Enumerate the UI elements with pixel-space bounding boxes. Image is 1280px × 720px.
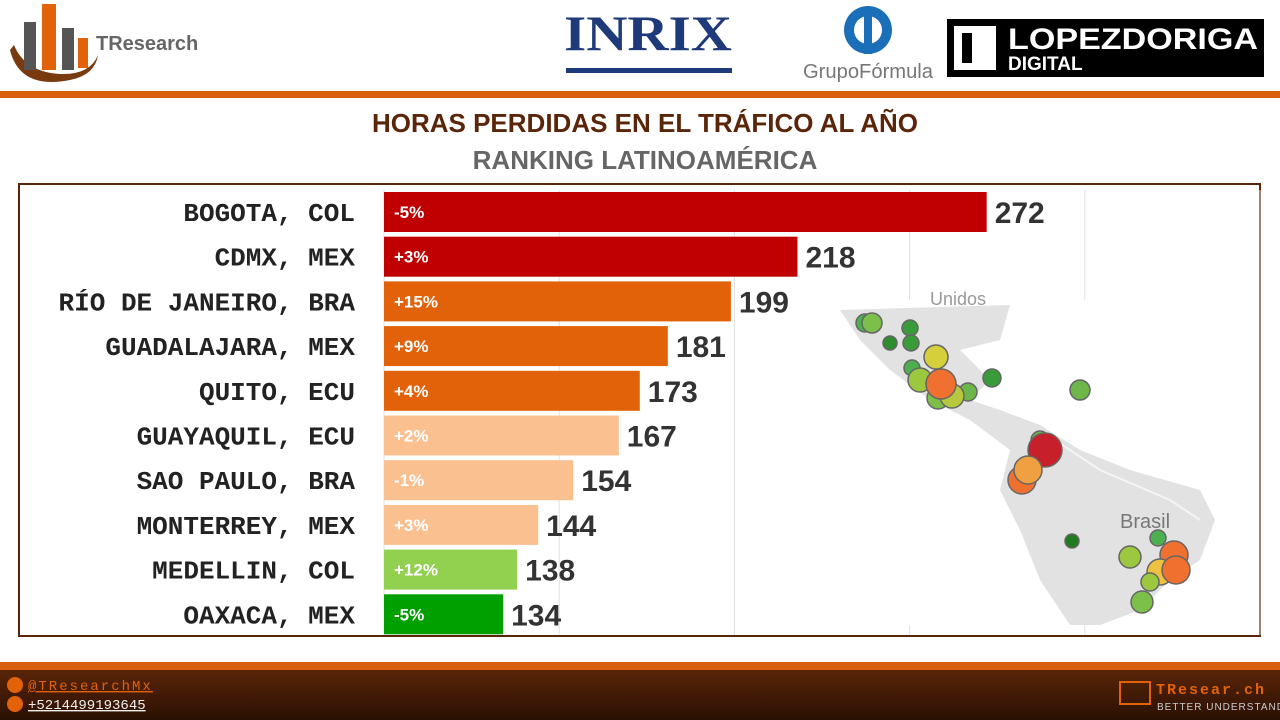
change-label: +9%: [394, 337, 429, 356]
category-label: MONTERREY, MEX: [137, 512, 356, 542]
bar: [384, 594, 504, 635]
chart-subtitle: RANKING LATINOAMÉRICA: [473, 145, 818, 175]
partner-logo: GrupoFórmula: [803, 61, 934, 83]
footer-rule: [0, 662, 1280, 670]
value-label: 199: [739, 286, 789, 319]
category-label: OAXACA, MEX: [183, 601, 355, 631]
value-label: 138: [525, 555, 575, 588]
change-label: -5%: [394, 605, 424, 624]
change-label: -5%: [394, 203, 424, 222]
category-label: MEDELLIN, COL: [152, 557, 355, 587]
phone-icon: [7, 696, 23, 712]
map-label: Unidos: [930, 289, 986, 309]
header-rule: [0, 91, 1280, 98]
value-label: 167: [627, 421, 677, 454]
change-label: +3%: [394, 248, 429, 267]
logo-underline: [566, 68, 732, 73]
chart-title: HORAS PERDIDAS EN EL TRÁFICO AL AÑO: [372, 108, 918, 138]
category-label: SAO PAULO, BRA: [137, 467, 356, 497]
partner-logo: INRIX: [564, 5, 732, 61]
change-label: +3%: [394, 516, 429, 535]
map-label: Brasil: [1120, 511, 1170, 533]
value-label: 218: [805, 242, 855, 275]
bar: [384, 236, 798, 277]
value-label: 181: [676, 331, 726, 364]
category-label: RÍO DE JANEIRO, BRA: [59, 288, 356, 318]
bar: [384, 504, 539, 545]
twitter-icon: [7, 677, 23, 693]
bar: [384, 192, 987, 232]
bar: [384, 326, 668, 367]
footer-site[interactable]: TResear.ch: [1156, 682, 1266, 699]
change-label: +4%: [394, 382, 429, 401]
value-label: 272: [995, 197, 1045, 230]
change-label: +15%: [394, 292, 438, 311]
category-label: QUITO, ECU: [199, 378, 355, 408]
map: Unidos Brasil: [832, 289, 1252, 625]
bar: [384, 281, 731, 322]
partner-logo: DIGITAL: [1008, 54, 1083, 75]
change-label: +12%: [394, 561, 438, 580]
bar: [384, 549, 518, 590]
category-label: GUAYAQUIL, ECU: [137, 423, 355, 453]
value-label: 154: [581, 465, 631, 498]
bar: [384, 370, 640, 411]
logo-box: [947, 19, 1264, 77]
partner-logo: LOPEZDORIGA: [1008, 23, 1258, 56]
logo-mark: [954, 26, 996, 70]
category-label: CDMX, MEX: [215, 244, 356, 274]
bar: [384, 415, 619, 456]
site-icon: [1119, 681, 1151, 705]
footer-tagline: BETTER UNDERSTAND: [1157, 702, 1280, 713]
category-label: BOGOTA, COL: [183, 199, 355, 229]
value-label: 173: [648, 376, 698, 409]
logo-mark: [962, 33, 972, 63]
category-label: GUADALAJARA, MEX: [105, 333, 355, 363]
logo-emblem: [864, 8, 872, 54]
value-label: 134: [511, 599, 561, 632]
map-markers: [855, 312, 1191, 614]
change-label: +2%: [394, 427, 429, 446]
footer: [0, 670, 1280, 720]
brand-logo: TResearch: [10, 4, 198, 82]
bars: BOGOTA, COL -5% 272 CDMX, MEX +3% 218 RÍO DE J…: [59, 192, 1045, 635]
value-label: 144: [546, 510, 596, 543]
change-label: -1%: [394, 471, 424, 490]
footer-phone[interactable]: +5214499193645: [28, 698, 146, 714]
footer-twitter[interactable]: @TResearchMx: [28, 679, 153, 695]
bar: [384, 460, 574, 501]
brand-name: TResearch: [96, 33, 198, 55]
